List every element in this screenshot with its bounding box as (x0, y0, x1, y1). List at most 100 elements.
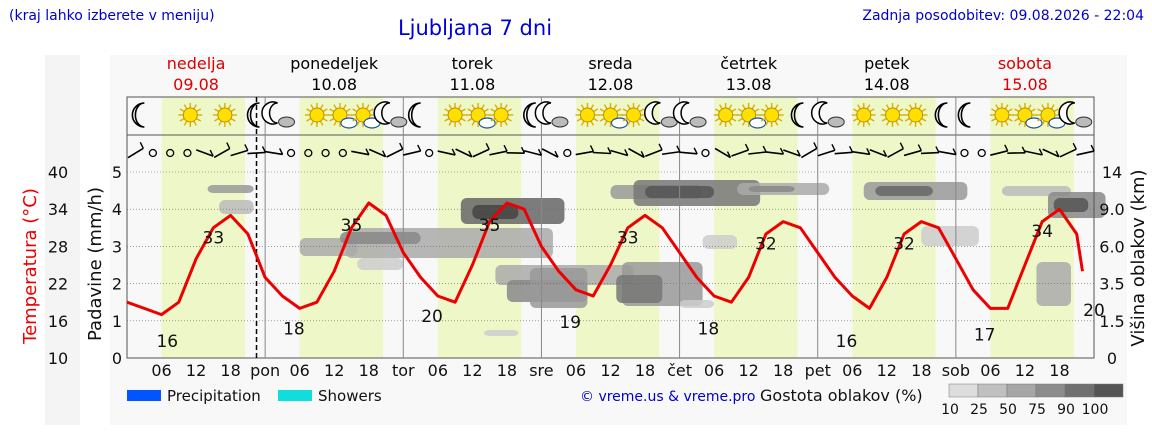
cloud-density-tick: 75 (1028, 402, 1046, 418)
cloud-patch (472, 205, 519, 219)
moon-cloud-icon (643, 101, 678, 128)
wind-calm-icon (183, 148, 192, 158)
day-name: četrtek (720, 54, 778, 73)
sun-disc (1040, 107, 1056, 123)
wind-barb-tick (554, 150, 559, 158)
sun-ray (603, 104, 608, 110)
sun-ray (719, 120, 723, 126)
wind-calm-icon (977, 148, 986, 158)
moon-cloud-icon (810, 101, 845, 128)
wind-barb-icon (1076, 150, 1095, 156)
wind-barb-tick (209, 149, 214, 157)
sun-ray (1004, 120, 1009, 126)
sun-ray (333, 104, 338, 110)
sun-ray (918, 104, 923, 110)
sun-disc (764, 107, 780, 123)
cloud-density-swatch (977, 383, 1008, 398)
sun-ray (719, 104, 723, 110)
cloud-shape (827, 116, 845, 128)
cloud-shape (278, 116, 296, 128)
wind-barb-icon (541, 148, 559, 158)
sun-ray (1007, 108, 1013, 113)
x-tick-label: 06 (151, 361, 171, 380)
cloud-density-title: Gostota oblakov (%) (760, 386, 923, 405)
moon-icon (523, 102, 536, 128)
cloud-height-axis-title: Višina oblakov (km) (1128, 169, 1149, 346)
wind-barb-icon (869, 148, 887, 158)
cloud-density-tick: 10 (941, 402, 959, 418)
wind-calm-icon (563, 148, 572, 158)
sun-ray (904, 117, 910, 122)
sun-ray (853, 117, 859, 122)
wind-barb-tick (676, 145, 681, 153)
sun-ray (599, 117, 605, 122)
sun-ray (908, 104, 913, 110)
page-title: Ljubljana 7 dni (397, 16, 553, 40)
sun-ray (319, 120, 324, 126)
wind-calm-icon (321, 148, 330, 158)
wind-calm-icon (166, 148, 175, 158)
sun-ray (754, 108, 760, 113)
sun-ray (908, 120, 913, 126)
cloud-patch (207, 185, 254, 193)
sun-ray (580, 104, 585, 110)
sun-ray (777, 117, 783, 122)
x-tick-label: 18 (497, 361, 517, 380)
cloud-tick: 3.5 (1099, 275, 1124, 294)
sun-ray (352, 117, 358, 122)
cloud-patch (1053, 198, 1089, 212)
wind-barb-tick (381, 150, 387, 157)
sun-ray (895, 120, 900, 126)
x-tick-label: 12 (1015, 361, 1035, 380)
cloud-density-tick: 25 (970, 402, 988, 418)
sun-ray (622, 117, 628, 122)
sun-ray (1004, 104, 1009, 110)
x-tick-label: 06 (566, 361, 586, 380)
sun-disc (579, 107, 595, 123)
sun-ray (728, 104, 733, 110)
daily-min-label: 20 (421, 307, 443, 327)
wind-calm-icon (960, 148, 969, 158)
sun-ray (593, 108, 599, 113)
sun-ray (616, 108, 622, 113)
cloud-density-tick: 100 (1082, 402, 1109, 418)
sun-ray (460, 117, 466, 122)
sun-ray (310, 104, 315, 110)
legend: Precipitation Showers © vreme.us & vreme.p… (127, 383, 1124, 418)
wind-barb-icon (575, 150, 594, 156)
sun-icon (989, 103, 1014, 127)
sun-disc (217, 107, 233, 123)
moon-icon (407, 102, 421, 128)
sun-ray (777, 108, 783, 113)
sun-ray (1007, 117, 1013, 122)
cloud-patch (875, 186, 933, 196)
wind-barb-tick (796, 149, 801, 157)
sun-ray (179, 108, 185, 113)
x-tick-label: 06 (289, 361, 309, 380)
sun-ray (471, 120, 476, 126)
wind-barb-icon (783, 149, 801, 157)
sun-disc (332, 107, 348, 123)
day-name: nedelja (167, 54, 226, 73)
sun-disc (994, 107, 1010, 123)
x-tick-label: 06 (980, 361, 1000, 380)
sun-ray (1018, 120, 1023, 126)
x-tick-label: 12 (738, 361, 758, 380)
wind-barb-tick (899, 142, 904, 149)
sun-ray (214, 117, 220, 122)
temperature-tick: 10 (48, 349, 68, 368)
wind-barb-icon (800, 147, 818, 159)
sun-ray (230, 117, 236, 122)
sun-ray (626, 104, 631, 110)
wind-barb-tick (279, 148, 284, 155)
temperature-tick: 16 (48, 312, 68, 331)
cloud-patch (357, 258, 404, 270)
sun-ray (774, 120, 779, 126)
cloud-patch (483, 330, 519, 336)
sun-icon (851, 103, 876, 127)
sun-disc (182, 107, 198, 123)
day-date: 09.08 (173, 75, 219, 94)
wind-barb-tick (658, 143, 663, 151)
wind-barb-icon (990, 150, 1008, 156)
sun-ray (991, 117, 997, 122)
